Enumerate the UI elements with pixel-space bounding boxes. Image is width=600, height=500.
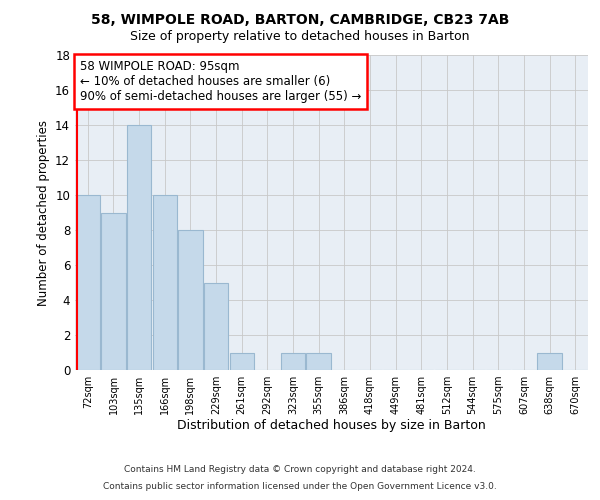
Bar [152, 195, 177, 370]
Bar [230, 352, 254, 370]
X-axis label: Distribution of detached houses by size in Barton: Distribution of detached houses by size … [177, 418, 486, 432]
Text: Contains public sector information licensed under the Open Government Licence v3: Contains public sector information licen… [103, 482, 497, 491]
Text: 58, WIMPOLE ROAD, BARTON, CAMBRIDGE, CB23 7AB: 58, WIMPOLE ROAD, BARTON, CAMBRIDGE, CB2… [91, 12, 509, 26]
Text: Contains HM Land Registry data © Crown copyright and database right 2024.: Contains HM Land Registry data © Crown c… [124, 466, 476, 474]
Bar [178, 230, 203, 370]
Bar [307, 352, 331, 370]
Bar [281, 352, 305, 370]
Bar [538, 352, 562, 370]
Bar [101, 212, 125, 370]
Bar [76, 195, 100, 370]
Bar [204, 282, 228, 370]
Text: 58 WIMPOLE ROAD: 95sqm
← 10% of detached houses are smaller (6)
90% of semi-deta: 58 WIMPOLE ROAD: 95sqm ← 10% of detached… [80, 60, 362, 102]
Text: Size of property relative to detached houses in Barton: Size of property relative to detached ho… [130, 30, 470, 43]
Y-axis label: Number of detached properties: Number of detached properties [37, 120, 50, 306]
Bar [127, 125, 151, 370]
